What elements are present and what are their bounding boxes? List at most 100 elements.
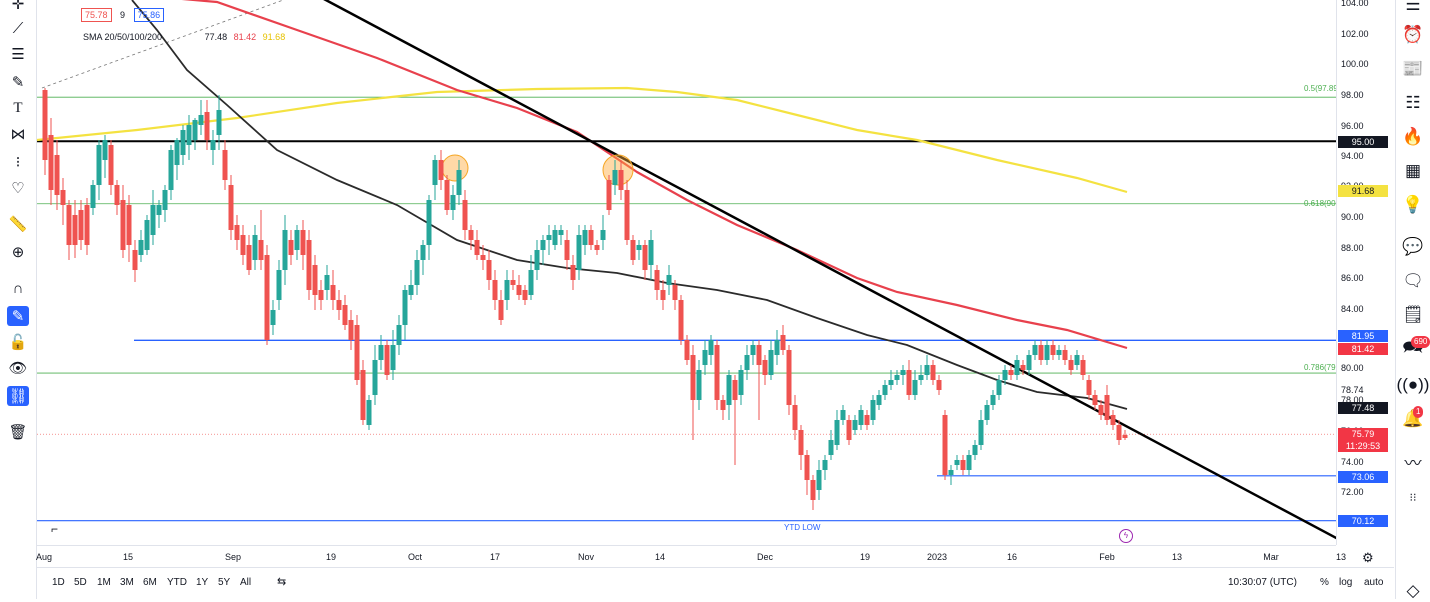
candle-body <box>1038 345 1044 360</box>
event-flash-icon[interactable]: ϟ <box>1119 529 1133 543</box>
candle-body <box>408 285 414 295</box>
range-1m-button[interactable]: 1M <box>97 577 111 588</box>
price-tick: 74.00 <box>1341 457 1364 467</box>
candle-body <box>726 375 732 405</box>
lock-icon[interactable]: 🔓 <box>8 333 28 351</box>
chat-icon[interactable]: 💬 <box>1402 237 1424 256</box>
news-icon[interactable]: 📰 <box>1402 59 1424 78</box>
candle-body <box>546 235 552 240</box>
lightbulb-icon[interactable]: 💡 <box>1402 195 1424 214</box>
time-tick: Aug <box>35 552 53 562</box>
candle-body <box>168 150 174 190</box>
auto-scale-toggle[interactable]: auto <box>1364 577 1384 588</box>
candle-body <box>870 400 876 420</box>
candle-body <box>1002 370 1008 380</box>
range-1d-button[interactable]: 1D <box>52 577 65 588</box>
range-3m-button[interactable]: 3M <box>120 577 134 588</box>
notes-icon[interactable]: 🗒 <box>1402 305 1424 324</box>
pencil-lock-icon[interactable]: ✎ <box>7 306 29 326</box>
candle-body <box>114 185 120 205</box>
candle-body <box>828 440 834 455</box>
range-all-button[interactable]: All <box>240 577 252 588</box>
fib-icon[interactable]: ☰ <box>11 45 25 63</box>
candle-body <box>786 350 792 405</box>
candle-body <box>396 325 402 345</box>
percent-scale-toggle[interactable]: % <box>1320 577 1329 588</box>
axis-settings-gear-icon[interactable]: ⚙ <box>1362 550 1374 565</box>
range-ytd-button[interactable]: YTD <box>167 577 187 588</box>
price-tick: 104.00 <box>1341 0 1369 8</box>
candle-body <box>360 370 366 420</box>
candle-body <box>930 365 936 380</box>
candle-body <box>708 340 714 355</box>
ruler-icon[interactable]: 📏 <box>8 215 28 233</box>
candle-body <box>228 185 234 230</box>
left-drawing-toolbar: ✛ ⟋ ☰ ✎ T ⋈ ⁝ ♡ 📏 ⊕ ∩ ✎ 🔓 👁 ⛓ 🗑 <box>0 0 37 599</box>
candle-body <box>822 460 828 470</box>
candle-body <box>414 260 420 285</box>
candle-body <box>342 305 348 325</box>
heart-icon[interactable]: ♡ <box>11 179 25 197</box>
candle-body <box>738 370 744 395</box>
candle-body <box>126 205 132 245</box>
bid-price[interactable]: 75.78 <box>81 8 112 22</box>
candle-body <box>960 460 966 470</box>
zoom-icon[interactable]: ⊕ <box>11 243 25 261</box>
range-5y-button[interactable]: 5Y <box>218 577 231 588</box>
log-scale-toggle[interactable]: log <box>1339 577 1353 588</box>
sma-title[interactable]: SMA 20/50/100/200 <box>83 32 163 42</box>
candle-body <box>1098 405 1104 415</box>
range-1y-button[interactable]: 1Y <box>196 577 209 588</box>
trash-icon[interactable]: 🗑 <box>8 423 28 441</box>
fib-0786-label: 0.786(79. <box>1304 363 1336 372</box>
candle-body <box>1008 370 1014 375</box>
candle-body <box>66 205 72 245</box>
stream-icon[interactable]: ((●)) <box>1396 375 1430 394</box>
candle-body <box>528 270 534 295</box>
crosshair-icon[interactable]: ✛ <box>11 0 25 13</box>
range-6m-button[interactable]: 6M <box>143 577 157 588</box>
add-list-icon[interactable]: ☷ <box>1405 93 1421 112</box>
candle-body <box>912 380 918 395</box>
utc-clock[interactable]: 10:30:07 (UTC) <box>1228 577 1297 588</box>
candle-body <box>984 405 990 420</box>
prediction-icon[interactable]: ⁝ <box>15 153 21 171</box>
price-tick: 72.00 <box>1341 487 1364 497</box>
tradingview-logo[interactable]: ⌐ <box>51 522 59 536</box>
trendline-icon[interactable]: ⟋ <box>12 19 24 37</box>
dom-icon[interactable]: ⁝⁝ <box>1409 491 1417 504</box>
range-5d-button[interactable]: 5D <box>74 577 87 588</box>
candle-body <box>234 225 240 240</box>
calendar-icon[interactable]: ▦ <box>1404 161 1422 180</box>
eye-icon[interactable]: 👁 <box>8 359 28 377</box>
hotlist-icon[interactable]: 🔥 <box>1402 127 1424 146</box>
price-axis[interactable]: 104.00102.00100.0098.0096.0094.0092.0090… <box>1336 0 1395 545</box>
chart-pane[interactable]: 75.78 9 75.86 SMA 20/50/100/200 77.48 81… <box>37 0 1336 545</box>
trading-panel-icon[interactable]: 〰 <box>1404 453 1422 473</box>
downtrend-line <box>323 0 1336 540</box>
price-tick: 98.00 <box>1341 90 1364 100</box>
date-range-calendar-icon[interactable]: ⇆ <box>277 576 287 588</box>
expand-icon[interactable]: ◇ <box>1406 581 1420 600</box>
time-axis[interactable]: Aug 15 Sep 19 Oct 17 Nov 14 Dec 19 2023 16 Feb 13 Mar 1… <box>35 545 1346 568</box>
text-icon[interactable]: T <box>13 99 23 116</box>
link-icon[interactable]: ⛓ <box>7 386 29 406</box>
candle-body <box>582 230 588 245</box>
candle-body <box>138 240 144 255</box>
fib-05-label: 0.5(97.89 <box>1304 84 1336 93</box>
ask-price[interactable]: 75.86 <box>133 8 165 22</box>
candle-body <box>630 240 636 260</box>
pattern-icon[interactable]: ⋈ <box>10 125 26 143</box>
brush-icon[interactable]: ✎ <box>11 73 25 91</box>
alarm-clock-icon[interactable]: ⏰ <box>1402 25 1424 44</box>
time-tick: Feb <box>1099 552 1115 562</box>
candle-body <box>60 190 66 205</box>
candle-body <box>636 245 642 250</box>
candle-body <box>660 290 666 300</box>
messages-icon[interactable]: 🗨 <box>1402 271 1424 290</box>
magnet-icon[interactable]: ∩ <box>12 279 24 297</box>
watchlist-icon[interactable]: ☰ <box>1405 0 1421 14</box>
candle-body <box>144 220 150 250</box>
candle-body <box>132 250 138 270</box>
candle-body <box>324 275 330 290</box>
